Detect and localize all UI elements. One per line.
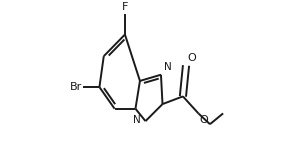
Text: O: O xyxy=(200,115,208,125)
Text: F: F xyxy=(122,2,128,12)
Text: Br: Br xyxy=(70,82,82,92)
Text: N: N xyxy=(164,62,172,72)
Text: N: N xyxy=(133,115,141,125)
Text: O: O xyxy=(187,53,196,63)
